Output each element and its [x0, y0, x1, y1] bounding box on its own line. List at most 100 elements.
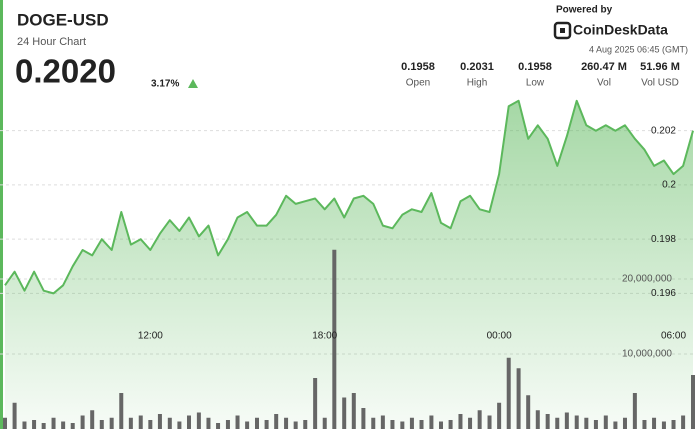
volume-bar — [225, 420, 230, 429]
volume-bar — [177, 421, 182, 429]
stat-value: 0.1958 — [401, 61, 435, 73]
stat-value: 260.47 M — [581, 61, 627, 73]
volume-bar — [186, 415, 191, 429]
volume-bar — [593, 420, 598, 429]
volume-bar — [681, 415, 686, 429]
volume-bar — [293, 421, 298, 429]
brand-logo — [553, 21, 572, 40]
volume-bar — [322, 417, 327, 429]
volume-bar — [555, 417, 560, 429]
stat-label: Low — [526, 78, 545, 89]
volume-bar — [99, 420, 104, 429]
volume-bar — [70, 423, 75, 429]
stat-label: High — [467, 78, 488, 89]
volume-bar — [196, 412, 201, 429]
x-tick-label: 12:00 — [138, 331, 163, 342]
volume-bar — [671, 420, 676, 429]
volume-bar — [438, 421, 443, 429]
volume-bar — [642, 420, 647, 429]
change: 3.17% — [151, 79, 179, 90]
volume-bar — [380, 415, 385, 429]
price-line — [4, 99, 694, 295]
volume-bar — [284, 417, 289, 429]
volume-bar — [51, 417, 56, 429]
volume-bar — [157, 414, 162, 429]
volume-bar — [652, 417, 657, 429]
plot: 0.202 0.2 0.198 0.196 20,000,000 10,000,000 12… — [0, 99, 696, 429]
volume-bar — [584, 417, 589, 429]
volume-bar — [12, 402, 17, 429]
volume-bar — [32, 420, 37, 429]
volume-bar — [41, 423, 46, 429]
volume-bar — [632, 393, 637, 429]
powered-by: Powered by — [556, 5, 613, 16]
volume-bar — [535, 410, 540, 429]
stat-value: 51.96 M — [640, 61, 680, 73]
subtitle: 24 Hour Chart — [17, 36, 86, 48]
volume-bar — [332, 249, 337, 429]
brand: CoinDeskData — [573, 22, 668, 38]
volume-bar — [497, 402, 502, 429]
stat-label: Open — [406, 78, 430, 89]
volume-bar — [661, 421, 666, 429]
volume-bar — [313, 378, 318, 429]
volume-bar — [458, 414, 463, 429]
volume-bar — [564, 412, 569, 429]
volume-bar — [361, 408, 366, 429]
volume-bar — [526, 395, 531, 429]
volume-bar — [167, 417, 172, 429]
y-tick-label: 0.196 — [651, 288, 676, 299]
volume-bar — [506, 357, 511, 429]
volume-bar — [419, 420, 424, 429]
accent-bar — [0, 0, 3, 429]
volume-bar — [622, 417, 627, 429]
volume-bar — [409, 417, 414, 429]
x-tick-label: 06:00 — [661, 331, 686, 342]
y2-tick-label: 10,000,000 — [622, 349, 672, 360]
stat-label: Vol USD — [641, 78, 679, 89]
volume-bar — [429, 415, 434, 429]
volume-bar — [90, 410, 95, 429]
volume-bar — [516, 368, 521, 429]
volume-bar — [400, 421, 405, 429]
volume-bar — [22, 421, 27, 429]
timestamp: 4 Aug 2025 06:45 (GMT) — [589, 44, 688, 54]
volume-bar — [235, 415, 240, 429]
volume-bar — [61, 421, 66, 429]
volume-bar — [3, 417, 7, 429]
volume-bar — [80, 415, 85, 429]
x-tick-label: 00:00 — [487, 331, 512, 342]
volume-bar — [342, 397, 347, 429]
stat-label: Vol — [597, 78, 611, 89]
up-arrow — [188, 79, 198, 88]
y2-tick-label: 20,000,000 — [622, 274, 672, 285]
price: 0.2020 — [15, 53, 116, 90]
x-tick-label: 18:00 — [312, 331, 337, 342]
volume-bar — [448, 420, 453, 429]
y-tick-label: 0.2 — [662, 180, 676, 191]
volume-bar — [119, 393, 124, 429]
volume-bar — [138, 415, 143, 429]
volume-bar — [691, 375, 695, 429]
volume-bar — [468, 417, 473, 429]
volume-bar — [216, 423, 221, 429]
volume-bar — [303, 420, 308, 429]
volume-bar — [487, 415, 492, 429]
volume-bar — [148, 420, 153, 429]
volume-bar — [351, 393, 356, 429]
volume-bar — [128, 417, 133, 429]
volume-bar — [206, 417, 211, 429]
y-tick-label: 0.202 — [651, 125, 676, 136]
stat-value: 0.2031 — [460, 61, 494, 73]
volume-bar — [603, 415, 608, 429]
price-area — [5, 100, 693, 429]
symbol: DOGE-USD — [17, 10, 109, 29]
volume-bar — [613, 421, 618, 429]
volume-bar — [274, 414, 279, 429]
stats: 0.1958 Open 0.2031 High 0.1958 Low 260.47 M Vol… — [401, 61, 680, 89]
stat-value: 0.1958 — [518, 61, 552, 73]
y-tick-label: 0.198 — [651, 234, 676, 245]
volume-bar — [390, 420, 395, 429]
volume-bar — [264, 420, 269, 429]
